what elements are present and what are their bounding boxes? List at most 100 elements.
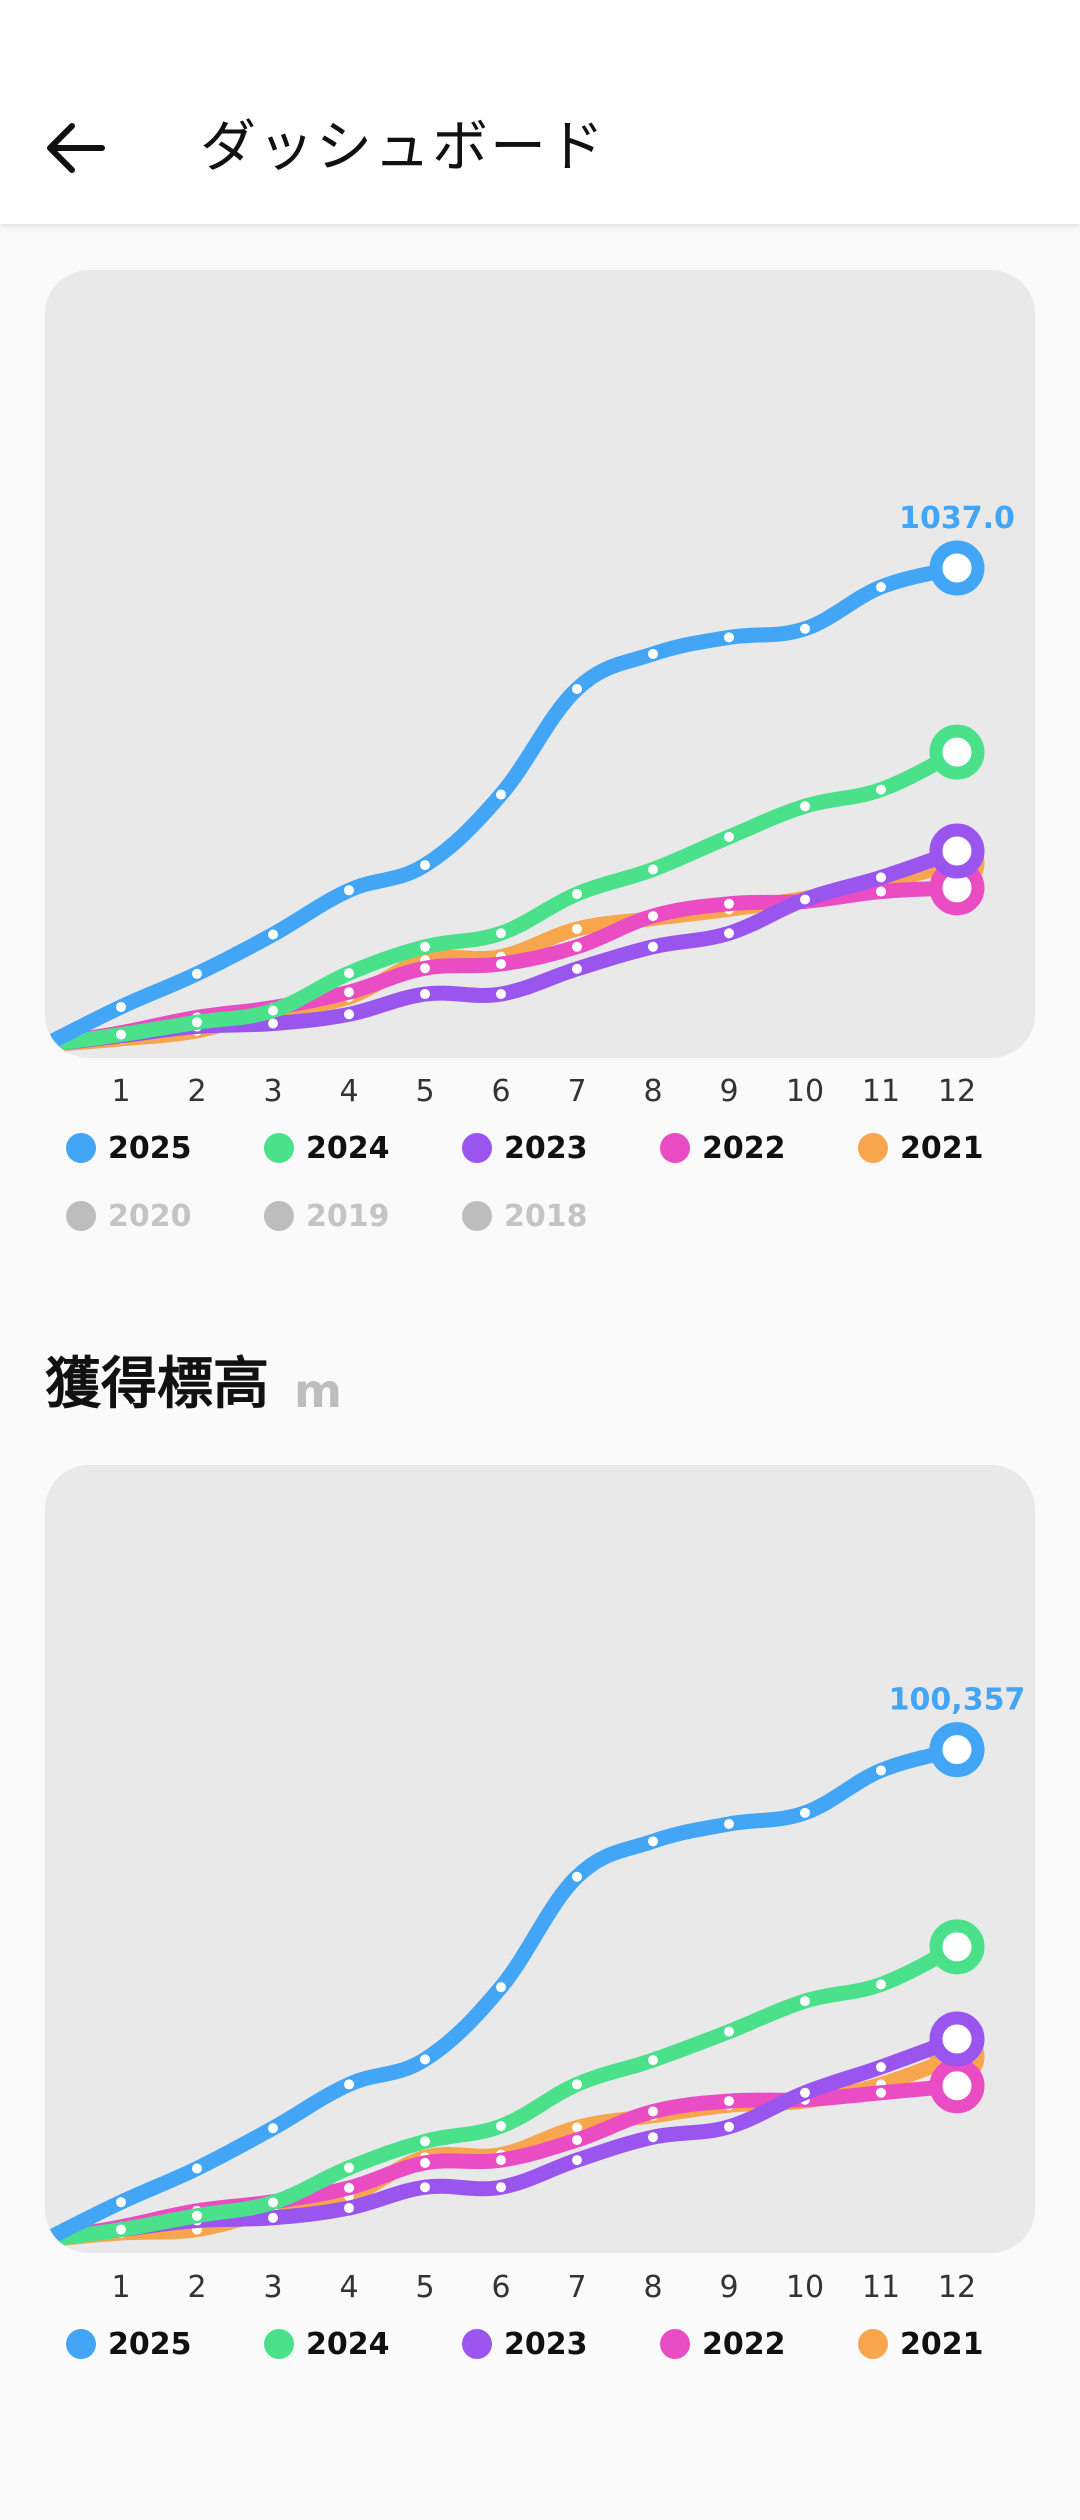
legend-item-2021[interactable]: 2021 xyxy=(858,2322,984,2366)
data-point xyxy=(724,831,734,842)
data-point xyxy=(800,1807,810,1818)
data-point xyxy=(116,2197,126,2208)
x-tick-label: 10 xyxy=(785,1074,825,1109)
x-tick-label: 4 xyxy=(339,1074,359,1109)
legend-label: 2023 xyxy=(504,1130,588,1166)
legend-label: 2025 xyxy=(108,2326,192,2362)
chart-card-distance: 1037.0 xyxy=(45,270,1035,1058)
end-point-2023[interactable] xyxy=(929,2011,985,2067)
legend-item-2023[interactable]: 2023 xyxy=(462,2322,588,2366)
legend-label: 2021 xyxy=(900,2326,984,2362)
chart-card-elevation: 100,357 xyxy=(45,1465,1035,2253)
end-point-2024[interactable] xyxy=(929,1919,985,1975)
legend-label: 2020 xyxy=(108,1198,192,1234)
back-button[interactable] xyxy=(40,108,120,188)
legend-label: 2023 xyxy=(504,2326,588,2362)
data-point xyxy=(572,683,582,694)
legend-item-2023[interactable]: 2023 xyxy=(462,1126,588,1170)
data-point xyxy=(344,987,354,998)
data-point xyxy=(876,886,886,897)
legend-item-2022[interactable]: 2022 xyxy=(660,1126,786,1170)
data-point xyxy=(496,2182,506,2193)
page-title: ダッシュボード xyxy=(200,115,606,180)
data-point xyxy=(420,941,430,952)
data-point xyxy=(192,2163,202,2174)
end-point-2022[interactable] xyxy=(929,2058,985,2114)
data-point xyxy=(648,2106,658,2117)
legend-item-2024[interactable]: 2024 xyxy=(264,2322,390,2366)
unit-label: m xyxy=(294,1364,342,1418)
data-point xyxy=(420,963,430,974)
data-point xyxy=(268,929,278,940)
data-point xyxy=(344,1009,354,1020)
data-point xyxy=(648,2132,658,2143)
data-point xyxy=(572,2079,582,2090)
x-tick-label: 3 xyxy=(263,1074,283,1109)
legend-item-2020[interactable]: 2020 xyxy=(66,1194,192,1238)
x-tick-label: 12 xyxy=(937,1074,977,1109)
legend-item-2025[interactable]: 2025 xyxy=(66,1126,192,1170)
legend-dot xyxy=(858,1133,888,1163)
x-tick-label: 3 xyxy=(263,2270,283,2305)
end-point-2024[interactable] xyxy=(929,724,985,780)
data-point xyxy=(420,2054,430,2065)
legend-item-2022[interactable]: 2022 xyxy=(660,2322,786,2366)
series-2025 xyxy=(45,1722,985,2248)
data-point xyxy=(344,885,354,896)
data-point xyxy=(496,1982,506,1993)
data-point xyxy=(116,1029,126,1040)
legend-dot xyxy=(264,2329,294,2359)
data-point xyxy=(876,2062,886,2073)
data-point xyxy=(192,1017,202,1028)
x-tick-label: 5 xyxy=(415,1074,435,1109)
x-tick-label: 7 xyxy=(567,2270,587,2305)
data-point xyxy=(420,2157,430,2168)
end-point-2025[interactable] xyxy=(929,540,985,596)
x-tick-label: 8 xyxy=(643,2270,663,2305)
data-point xyxy=(800,894,810,905)
x-tick-label: 1 xyxy=(111,2270,131,2305)
end-value-label: 1037.0 xyxy=(899,501,1015,536)
legend-item-2025[interactable]: 2025 xyxy=(66,2322,192,2366)
data-point xyxy=(420,989,430,1000)
x-tick-label: 7 xyxy=(567,1074,587,1109)
data-point xyxy=(724,1818,734,1829)
x-tick-label: 5 xyxy=(415,2270,435,2305)
legend-dot xyxy=(66,1133,96,1163)
data-point xyxy=(192,2210,202,2221)
legend-dot xyxy=(66,2329,96,2359)
series-2024 xyxy=(45,724,985,1053)
legend-item-2024[interactable]: 2024 xyxy=(264,1126,390,1170)
data-point xyxy=(496,928,506,939)
data-point xyxy=(876,1765,886,1776)
data-point xyxy=(572,963,582,974)
data-point xyxy=(724,928,734,939)
line-chart-distance: 1037.0 xyxy=(45,501,1015,1053)
data-point xyxy=(876,2087,886,2098)
legend-label: 2024 xyxy=(306,1130,390,1166)
legend-label: 2024 xyxy=(306,2326,390,2362)
end-point-2023[interactable] xyxy=(929,823,985,879)
legend-item-2018[interactable]: 2018 xyxy=(462,1194,588,1238)
data-point xyxy=(724,2026,734,2037)
legend-item-2019[interactable]: 2019 xyxy=(264,1194,390,1238)
data-point xyxy=(876,784,886,795)
x-tick-label: 8 xyxy=(643,1074,663,1109)
data-point xyxy=(496,958,506,969)
end-point-2025[interactable] xyxy=(929,1722,985,1778)
x-tick-label: 6 xyxy=(491,1074,511,1109)
data-point xyxy=(800,2087,810,2098)
legend-item-2021[interactable]: 2021 xyxy=(858,1126,984,1170)
data-point xyxy=(572,2155,582,2166)
data-point xyxy=(876,1979,886,1990)
legend-label: 2025 xyxy=(108,1130,192,1166)
data-point xyxy=(648,2055,658,2066)
data-point xyxy=(648,648,658,659)
data-point xyxy=(420,2136,430,2147)
x-tick-label: 11 xyxy=(861,1074,901,1109)
data-point xyxy=(800,801,810,812)
x-tick-label: 9 xyxy=(719,1074,739,1109)
chart-legend: 2025 2024 2023 2022 2021 xyxy=(0,2322,1080,2382)
series-2025 xyxy=(45,540,985,1053)
legend-dot xyxy=(66,1201,96,1231)
